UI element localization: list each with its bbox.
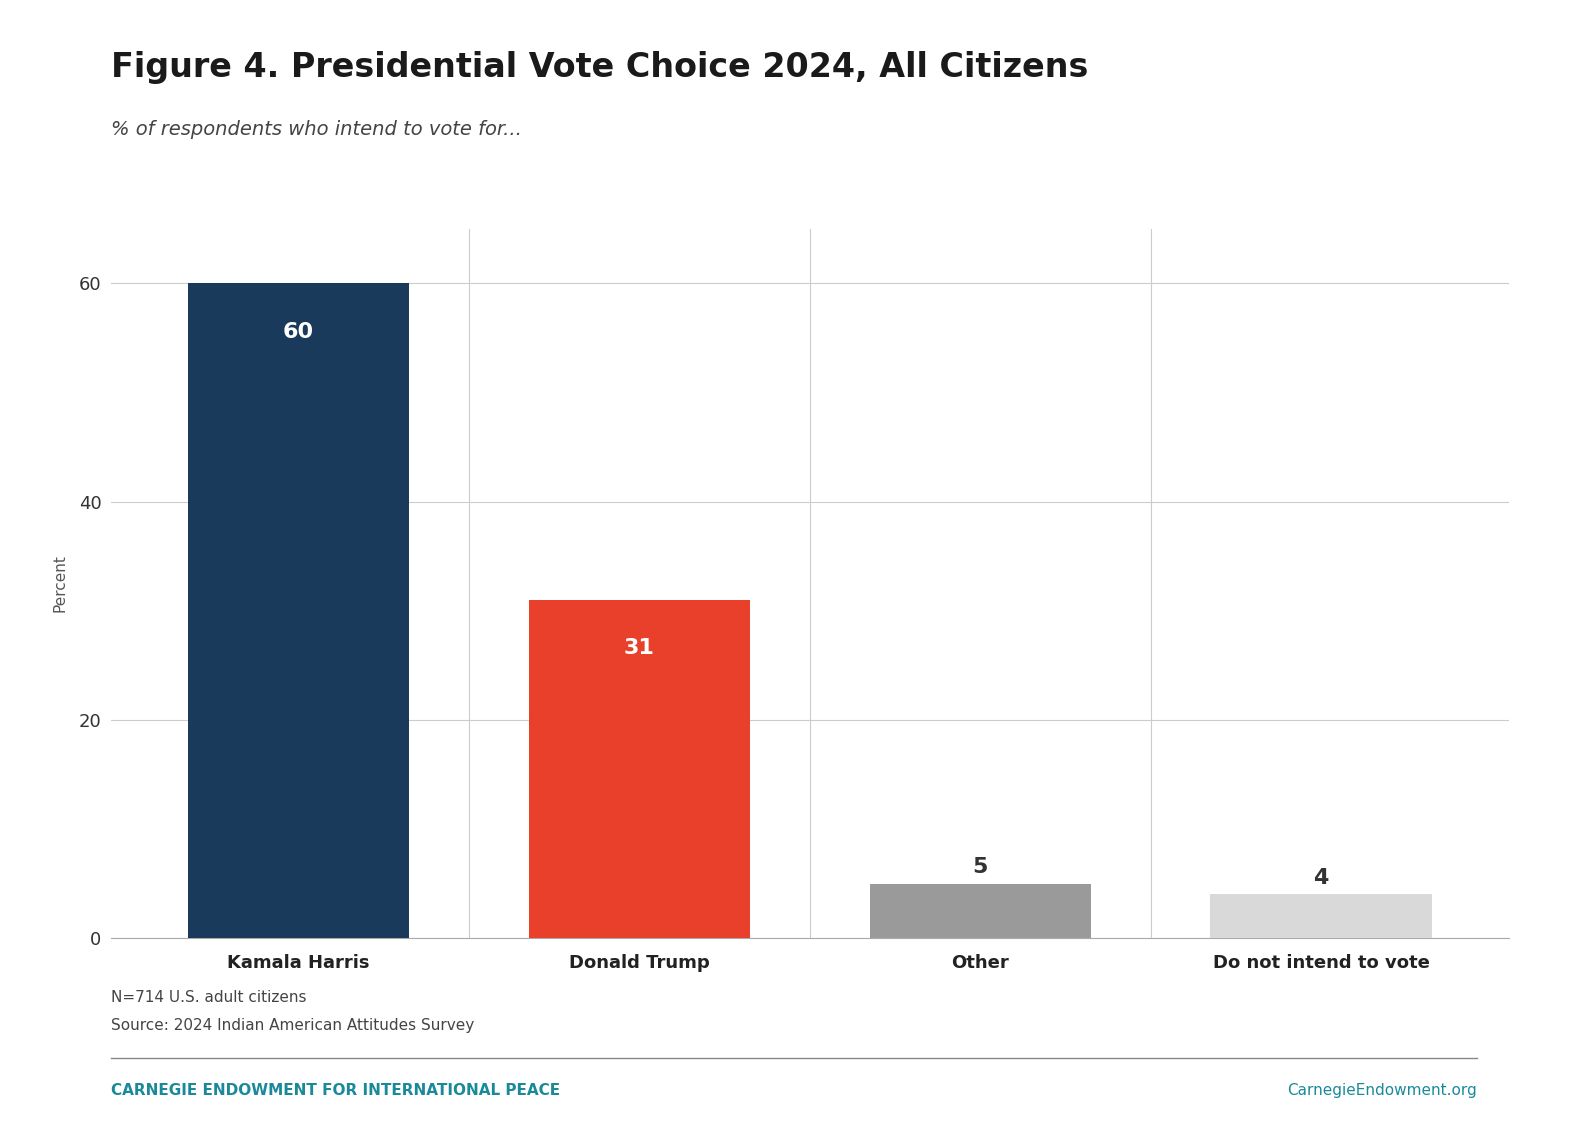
Text: N=714 U.S. adult citizens: N=714 U.S. adult citizens xyxy=(111,990,306,1004)
Text: 5: 5 xyxy=(972,857,988,877)
Text: Figure 4. Presidential Vote Choice 2024, All Citizens: Figure 4. Presidential Vote Choice 2024,… xyxy=(111,51,1088,85)
Text: CARNEGIE ENDOWMENT FOR INTERNATIONAL PEACE: CARNEGIE ENDOWMENT FOR INTERNATIONAL PEA… xyxy=(111,1083,561,1098)
Bar xyxy=(529,599,750,938)
Bar xyxy=(1210,895,1432,938)
Text: Source: 2024 Indian American Attitudes Survey: Source: 2024 Indian American Attitudes S… xyxy=(111,1018,475,1033)
Bar xyxy=(187,284,410,938)
Text: CarnegieEndowment.org: CarnegieEndowment.org xyxy=(1288,1083,1477,1098)
Y-axis label: Percent: Percent xyxy=(52,555,68,612)
Text: % of respondents who intend to vote for...: % of respondents who intend to vote for.… xyxy=(111,120,522,140)
Bar xyxy=(870,883,1091,938)
Text: 31: 31 xyxy=(624,638,654,658)
Text: 4: 4 xyxy=(1313,868,1329,888)
Text: 60: 60 xyxy=(283,321,314,342)
